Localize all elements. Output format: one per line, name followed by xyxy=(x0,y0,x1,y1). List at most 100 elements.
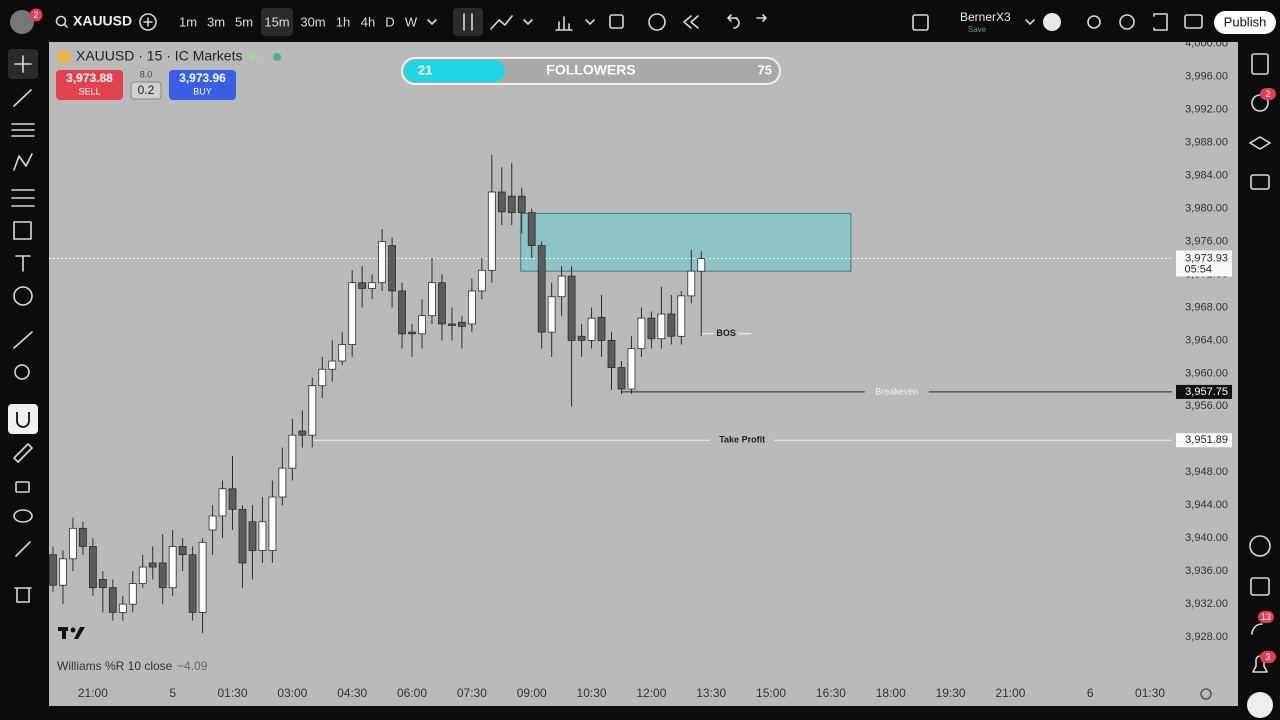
calendar-icon[interactable] xyxy=(1250,577,1270,596)
settings-icon[interactable] xyxy=(1119,14,1135,30)
y-tick-label: 3,960.00 xyxy=(1185,367,1228,379)
camera-icon[interactable] xyxy=(1184,14,1203,29)
symbol-search[interactable]: XAUUSD xyxy=(73,13,132,29)
fullscreen-icon[interactable] xyxy=(1153,13,1168,31)
indicators-icon[interactable] xyxy=(555,16,573,31)
lock-tool[interactable] xyxy=(15,481,30,493)
candle-body xyxy=(647,317,656,340)
add-symbol[interactable] xyxy=(139,13,157,31)
followers-right: 75 xyxy=(758,62,772,77)
target-icon[interactable] xyxy=(1249,535,1271,557)
candle-body xyxy=(69,527,77,560)
magnet-tool[interactable] xyxy=(8,404,38,434)
timeframe[interactable]: 15m xyxy=(264,14,289,29)
settings-icon[interactable] xyxy=(1200,688,1212,700)
candle-body xyxy=(627,348,636,390)
candle-body xyxy=(567,275,576,341)
badge-count: 13 xyxy=(1261,612,1271,622)
fib-tool[interactable] xyxy=(11,123,35,137)
x-tick-label: 12:00 xyxy=(636,686,666,700)
candle-body xyxy=(318,368,327,387)
dropdown[interactable] xyxy=(585,19,595,25)
candle-body xyxy=(88,546,97,589)
profile-icon[interactable] xyxy=(1043,13,1061,31)
candle-body xyxy=(587,317,596,341)
price-tag-label: 3,957.75 xyxy=(1185,386,1228,398)
alerts-icon[interactable] xyxy=(1251,94,1269,112)
projection-tool[interactable] xyxy=(11,189,35,207)
layout-square[interactable] xyxy=(912,14,929,31)
signal-icon[interactable] xyxy=(1251,623,1263,635)
x-tick-label: 5 xyxy=(169,686,176,700)
candle-body xyxy=(617,367,626,390)
watchlist-icon[interactable] xyxy=(1251,53,1269,75)
tool-icon[interactable] xyxy=(1087,15,1101,29)
publish-button[interactable] xyxy=(1214,11,1276,34)
buy-button[interactable] xyxy=(169,70,236,100)
top-bar xyxy=(0,0,1280,42)
symbol-title: XAUUSD · 15 · IC Markets xyxy=(76,48,242,64)
timeframe[interactable]: D xyxy=(385,14,394,29)
timeframe-active xyxy=(261,8,293,36)
draw-lock-tool[interactable] xyxy=(13,443,33,463)
ruler-tool[interactable] xyxy=(13,331,33,349)
shape-tool[interactable] xyxy=(13,221,32,240)
timeframe[interactable]: 5m xyxy=(235,14,253,29)
y-tick-label: 3,940.00 xyxy=(1185,532,1228,544)
chat-icon[interactable] xyxy=(1250,174,1270,190)
x-tick-label: 15:00 xyxy=(756,686,786,700)
candle-body xyxy=(248,521,257,551)
link-tool[interactable] xyxy=(15,541,31,557)
timeframe[interactable]: 1m xyxy=(179,14,197,29)
timeframe[interactable]: 4h xyxy=(361,14,375,29)
candle-body xyxy=(98,579,107,589)
candle-body xyxy=(208,515,217,531)
dropdown[interactable] xyxy=(1025,19,1035,25)
redo-icon[interactable] xyxy=(756,14,767,22)
emoji-tool[interactable] xyxy=(13,286,33,306)
price-tag xyxy=(1176,433,1232,448)
x-tick-label: 21:00 xyxy=(78,686,108,700)
candle-body xyxy=(138,566,147,584)
candle-body xyxy=(388,245,396,292)
alert-icon[interactable] xyxy=(648,13,666,31)
candle-body xyxy=(398,290,406,335)
bos-label: BOS xyxy=(716,328,736,338)
delete-tool[interactable] xyxy=(14,587,32,603)
visibility-tool[interactable] xyxy=(13,509,33,523)
y-tick-label: 3,984.00 xyxy=(1185,169,1228,181)
x-tick-label: 21:00 xyxy=(995,686,1025,700)
candle-body xyxy=(268,496,277,551)
search-icon[interactable] xyxy=(55,15,67,27)
timeframe[interactable]: 30m xyxy=(300,14,325,29)
timeframe[interactable]: W xyxy=(405,14,418,29)
badge xyxy=(1258,611,1274,623)
layout-icon[interactable] xyxy=(609,14,624,29)
dropdown[interactable] xyxy=(427,19,437,25)
quantity-box[interactable] xyxy=(130,81,162,100)
dropdown[interactable] xyxy=(523,19,533,25)
text-tool[interactable] xyxy=(15,255,31,272)
level-label-bg xyxy=(710,434,775,447)
candle-body xyxy=(557,275,566,298)
sell-button[interactable] xyxy=(56,70,123,100)
pattern-tool[interactable] xyxy=(13,153,33,171)
zoom-tool[interactable] xyxy=(14,364,30,380)
line-icon[interactable] xyxy=(490,15,513,30)
x-tick-label: 13:30 xyxy=(696,686,726,700)
undo-icon[interactable] xyxy=(727,14,740,29)
user-name[interactable]: BernerX3 xyxy=(960,10,1011,24)
avatar[interactable] xyxy=(10,10,34,34)
layers-icon[interactable] xyxy=(1249,136,1271,150)
chart-type-active[interactable] xyxy=(453,8,483,36)
replay-icon[interactable] xyxy=(683,15,699,29)
candle-body xyxy=(677,295,686,337)
x-tick-label: 04:30 xyxy=(337,686,367,700)
timeframe[interactable]: 3m xyxy=(207,14,225,29)
trend-line-tool[interactable] xyxy=(13,89,32,107)
apps-button[interactable] xyxy=(1247,692,1273,718)
supply-zone xyxy=(520,212,852,272)
timeframe[interactable]: 1h xyxy=(336,14,350,29)
candle-body xyxy=(338,344,347,362)
